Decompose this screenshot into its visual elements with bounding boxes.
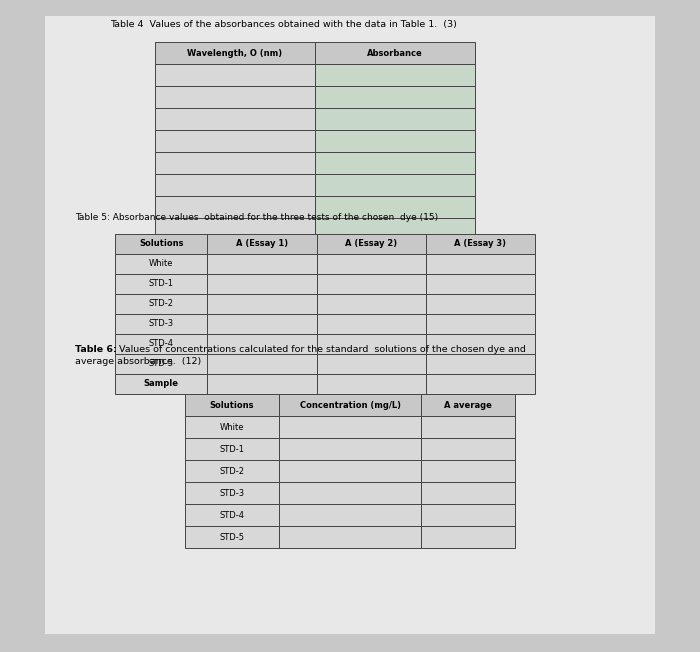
Text: Solutions: Solutions (210, 400, 254, 409)
Bar (115, 374, 207, 394)
Text: A average: A average (444, 400, 492, 409)
Bar (279, 394, 421, 416)
Bar (316, 374, 426, 394)
Bar (155, 86, 315, 108)
Bar (426, 314, 535, 334)
Bar (279, 460, 421, 482)
Bar (421, 416, 515, 438)
Bar (185, 504, 279, 526)
Bar (207, 234, 316, 254)
Bar (279, 482, 421, 504)
Bar (316, 294, 426, 314)
Text: STD-5: STD-5 (220, 533, 244, 542)
Text: Absorbance: Absorbance (367, 48, 423, 57)
Bar (185, 526, 279, 548)
Text: STD-4: STD-4 (148, 340, 174, 349)
Bar (316, 254, 426, 274)
Bar (315, 196, 475, 218)
Bar (45, 16, 655, 634)
Bar (185, 438, 279, 460)
Bar (155, 108, 315, 130)
Bar (426, 354, 535, 374)
Bar (115, 254, 207, 274)
Text: White: White (220, 422, 244, 432)
Text: Table 5: Absorbance values  obtained for the three tests of the chosen  dye (15): Table 5: Absorbance values obtained for … (75, 213, 438, 222)
Text: STD-2: STD-2 (148, 299, 174, 308)
Bar (185, 460, 279, 482)
Bar (316, 234, 426, 254)
Text: White: White (149, 259, 174, 269)
Bar (426, 234, 535, 254)
Bar (316, 354, 426, 374)
Text: STD-3: STD-3 (220, 488, 244, 497)
Bar (426, 334, 535, 354)
Text: Solutions: Solutions (139, 239, 183, 248)
Text: Wavelength, O (nm): Wavelength, O (nm) (188, 48, 283, 57)
Bar (421, 504, 515, 526)
Text: average absorbance.  (12): average absorbance. (12) (75, 357, 202, 366)
Bar (207, 354, 316, 374)
Bar (316, 334, 426, 354)
Text: STD-2: STD-2 (220, 466, 244, 475)
Bar (185, 482, 279, 504)
Bar (421, 394, 515, 416)
Text: Table 4  Values of the absorbances obtained with the data in Table 1.  (3): Table 4 Values of the absorbances obtain… (110, 20, 457, 29)
Text: A (Essay 3): A (Essay 3) (454, 239, 506, 248)
Text: STD-4: STD-4 (220, 511, 244, 520)
Text: STD-1: STD-1 (220, 445, 244, 454)
Text: Concentration (mg/L): Concentration (mg/L) (300, 400, 400, 409)
Text: A (Essay 1): A (Essay 1) (236, 239, 288, 248)
Text: Values of concentrations calculated for the standard  solutions of the chosen dy: Values of concentrations calculated for … (113, 344, 526, 353)
Bar (207, 294, 316, 314)
Bar (315, 64, 475, 86)
Bar (207, 314, 316, 334)
Bar (279, 504, 421, 526)
Bar (421, 438, 515, 460)
Bar (155, 64, 315, 86)
Bar (207, 374, 316, 394)
Bar (426, 274, 535, 294)
Bar (315, 130, 475, 152)
Bar (207, 334, 316, 354)
Bar (426, 294, 535, 314)
Bar (315, 218, 475, 240)
Bar (155, 152, 315, 174)
Bar (421, 460, 515, 482)
Bar (279, 416, 421, 438)
Text: STD-3: STD-3 (148, 319, 174, 329)
Bar (279, 526, 421, 548)
Bar (207, 274, 316, 294)
Bar (155, 42, 315, 64)
Bar (115, 294, 207, 314)
Bar (279, 438, 421, 460)
Bar (315, 152, 475, 174)
Text: Sample: Sample (144, 379, 178, 389)
Bar (115, 354, 207, 374)
Bar (155, 130, 315, 152)
Bar (426, 374, 535, 394)
Bar (115, 334, 207, 354)
Bar (115, 314, 207, 334)
Bar (115, 234, 207, 254)
Text: STD-1: STD-1 (148, 280, 174, 288)
Bar (315, 86, 475, 108)
Bar (155, 174, 315, 196)
Text: Table 6:: Table 6: (75, 344, 117, 353)
Bar (155, 218, 315, 240)
Bar (315, 42, 475, 64)
Text: A (Essay 2): A (Essay 2) (345, 239, 398, 248)
Bar (316, 314, 426, 334)
Bar (315, 174, 475, 196)
Bar (155, 196, 315, 218)
Text: STD-5: STD-5 (148, 359, 174, 368)
Bar (207, 254, 316, 274)
Bar (185, 394, 279, 416)
Bar (421, 526, 515, 548)
Bar (185, 416, 279, 438)
Bar (421, 482, 515, 504)
Bar (315, 108, 475, 130)
Bar (426, 254, 535, 274)
Bar (316, 274, 426, 294)
Bar (115, 274, 207, 294)
